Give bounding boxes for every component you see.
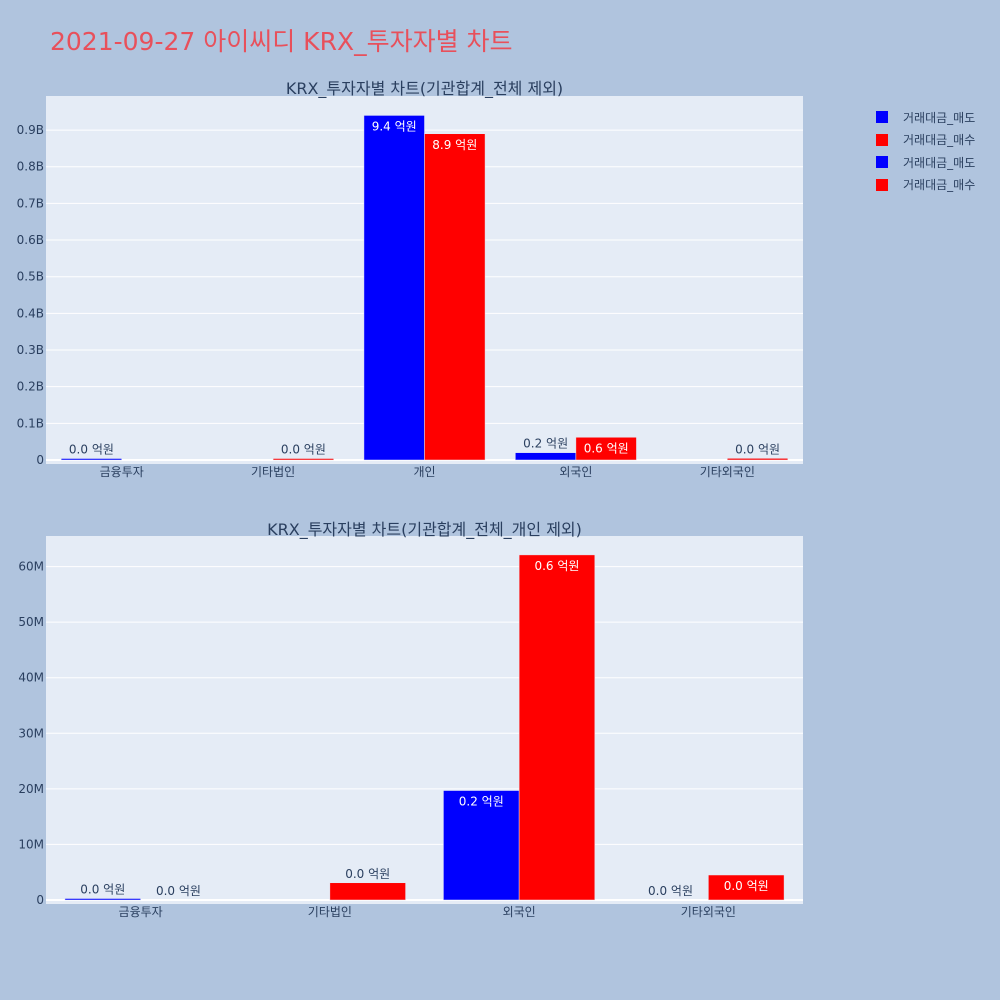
x-tick-label: 금융투자 [100, 465, 144, 479]
legend-label: 거래대금_매수 [903, 178, 976, 193]
bar-buy [329, 882, 406, 901]
legend-item-buy[interactable]: 거래대금_매수 [876, 129, 975, 152]
data-label: 0.0 억원 [80, 883, 125, 897]
legend-item-buy[interactable]: 거래대금_매수 [876, 174, 975, 197]
legend: 거래대금_매도 거래대금_매수 거래대금_매도 거래대금_매수 [876, 106, 975, 196]
legend-swatch-buy [876, 133, 888, 146]
data-label: 0.0 억원 [281, 443, 326, 457]
x-tick-label: 기타법인 [308, 905, 352, 919]
plot-area [46, 536, 803, 904]
data-label: 0.2 억원 [523, 437, 568, 451]
data-label: 0.2 억원 [459, 795, 504, 809]
y-tick-label: 0 [36, 893, 44, 907]
y-tick-label: 60M [18, 560, 44, 574]
y-tick-label: 0.4B [17, 306, 44, 320]
y-tick-label: 0.5B [17, 270, 44, 284]
legend-swatch-sell [876, 111, 888, 124]
chart-2: 0 10M 20M 30M 40M 50M 60M KRX_투자자별 차트(기관합계_전체_개… [18, 520, 803, 919]
y-tick-label: 50M [18, 615, 44, 629]
y-tick-label: 0.7B [17, 196, 44, 210]
x-tick-label: 기타외국인 [681, 905, 736, 919]
y-tick-label: 40M [18, 671, 44, 685]
y-tick-label: 0.8B [17, 160, 44, 174]
data-label: 0.0 억원 [724, 879, 769, 893]
data-label: 9.4 억원 [372, 119, 417, 133]
bar-buy [272, 458, 334, 461]
data-label: 0.0 억원 [735, 442, 780, 456]
legend-swatch-sell [876, 156, 888, 169]
legend-item-sell[interactable]: 거래대금_매도 [876, 106, 975, 129]
y-tick-label: 0.3B [17, 343, 44, 357]
legend-label: 거래대금_매도 [903, 110, 976, 125]
x-tick-label: 외국인 [559, 465, 592, 479]
data-label: 0.0 억원 [69, 443, 114, 457]
y-tick-label: 0 [36, 453, 44, 467]
bar-sell [60, 458, 122, 461]
data-label: 0.0 억원 [345, 867, 390, 881]
x-tick-label: 기타법인 [251, 465, 295, 479]
y-tick-label: 0.1B [17, 416, 44, 430]
chart-1: 0 0.1B 0.2B 0.3B 0.4B 0.5B 0.6B 0.7B 0.8B 0.9B KRX… [17, 79, 803, 479]
y-tick-label: 20M [18, 782, 44, 796]
legend-label: 거래대금_매수 [903, 133, 976, 148]
y-tick-label: 0.2B [17, 380, 44, 394]
bar-buy [708, 874, 785, 901]
y-tick-label: 10M [18, 837, 44, 851]
bar-sell [64, 898, 141, 901]
x-tick-label: 외국인 [503, 905, 536, 919]
bar-sell [515, 452, 577, 461]
data-label: 0.0 억원 [156, 884, 201, 898]
bar-buy [575, 437, 637, 461]
bar-buy [727, 458, 789, 461]
page-title: 2021-09-27 아이씨디 KRX_투자자별 차트 [50, 27, 513, 56]
legend-item-sell[interactable]: 거래대금_매도 [876, 151, 975, 174]
bar-buy [518, 554, 596, 901]
legend-swatch-buy [876, 178, 888, 191]
bar-sell [443, 790, 520, 901]
y-tick-label: 30M [18, 726, 44, 740]
chart-title: KRX_투자자별 차트(기관합계_전체 제외) [286, 79, 563, 99]
x-tick-label: 개인 [413, 465, 435, 479]
legend-label: 거래대금_매도 [903, 155, 976, 170]
data-label: 8.9 억원 [432, 138, 477, 152]
y-tick-label: 0.9B [17, 123, 44, 137]
x-tick-label: 기타외국인 [700, 465, 755, 479]
data-label: 0.6 억원 [584, 441, 629, 455]
chart-title: KRX_투자자별 차트(기관합계_전체_개인 제외) [267, 520, 582, 540]
data-label: 0.0 억원 [648, 884, 693, 898]
data-label: 0.6 억원 [534, 559, 579, 573]
bar-sell [363, 115, 425, 461]
y-tick-label: 0.6B [17, 233, 44, 247]
bar-buy [424, 133, 486, 461]
x-tick-label: 금융투자 [119, 905, 163, 919]
